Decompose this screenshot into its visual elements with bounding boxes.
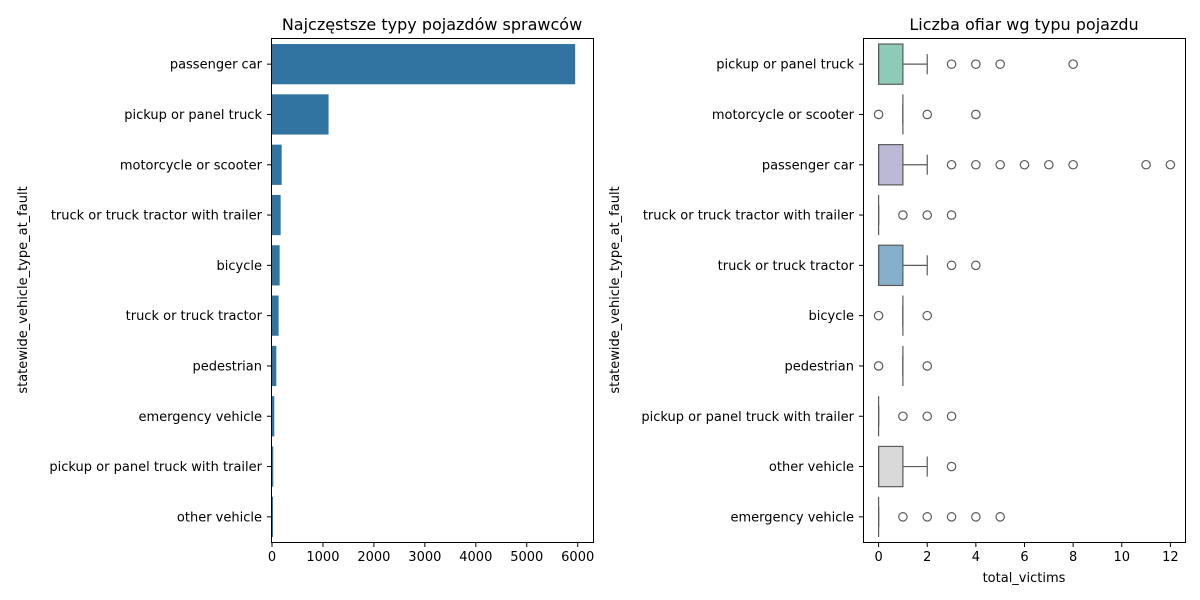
outlier-point	[946, 512, 957, 522]
bar	[272, 396, 275, 437]
category-label: bicycle	[217, 259, 262, 274]
outlier-point	[898, 210, 908, 220]
x-tick-label: 2000	[357, 550, 390, 565]
outlier-point	[922, 411, 933, 422]
outlier-point	[971, 260, 981, 271]
outlier-point	[946, 210, 957, 220]
bar	[272, 446, 274, 487]
outlier-point	[873, 310, 884, 321]
bar	[272, 295, 279, 336]
category-label: pickup or panel truck	[124, 108, 262, 123]
outlier-point	[922, 109, 933, 120]
outlier-point	[971, 109, 981, 120]
category-label: motorcycle or scooter	[712, 108, 855, 123]
boxplot-axes-frame	[863, 38, 1186, 543]
outlier-point	[898, 411, 908, 422]
x-tick-label: 1000	[306, 550, 339, 565]
outlier-point	[946, 461, 957, 472]
x-tick-label: 3000	[408, 550, 441, 565]
outlier-point	[1068, 159, 1078, 170]
bar	[272, 144, 282, 185]
category-label: truck or truck tractor with trailer	[51, 209, 263, 224]
bar	[272, 194, 281, 236]
category-label: truck or truck tractor with trailer	[643, 209, 855, 224]
outlier-point	[898, 512, 908, 522]
outlier-point	[922, 210, 933, 220]
category-label: pedestrian	[192, 359, 262, 374]
outlier-point	[1141, 159, 1151, 170]
box	[877, 445, 904, 488]
outlier-point	[995, 59, 1005, 69]
x-tick-label: 0	[268, 550, 276, 565]
category-label: other vehicle	[769, 460, 854, 475]
outlier-point	[922, 361, 933, 371]
category-label: pedestrian	[784, 359, 854, 374]
category-label: truck or truck tractor	[126, 309, 263, 324]
x-tick-label: 0	[874, 550, 882, 565]
category-label: truck or truck tractor	[718, 259, 855, 274]
outlier-point	[1019, 159, 1030, 170]
outlier-point	[971, 59, 981, 69]
outlier-point	[922, 512, 933, 522]
x-tick-label: 10	[1113, 550, 1130, 565]
outlier-point	[1165, 159, 1176, 170]
category-label: passenger car	[170, 58, 263, 73]
bar-chart-axes-frame	[271, 38, 594, 543]
x-tick-label: 12	[1162, 550, 1179, 565]
category-label: pickup or panel truck	[716, 58, 854, 73]
x-tick-label: 4000	[459, 550, 492, 565]
x-tick-label: 8	[1069, 550, 1077, 565]
outlier-point	[995, 159, 1005, 170]
outlier-point	[946, 411, 957, 422]
category-label: emergency vehicle	[138, 410, 262, 425]
bar	[272, 44, 576, 85]
bar-chart-y-axis-label: statewide_vehicle_type_at_fault	[16, 186, 31, 393]
x-tick-label: 6	[1020, 550, 1028, 565]
outlier-point	[946, 159, 957, 170]
category-label: pickup or panel truck with trailer	[49, 460, 262, 475]
category-label: motorcycle or scooter	[120, 158, 263, 173]
category-label: other vehicle	[177, 510, 262, 525]
outlier-point	[922, 310, 933, 321]
boxplot-title: Liczba ofiar wg typu pojazdu	[909, 15, 1138, 34]
outlier-point	[971, 159, 981, 170]
category-label: emergency vehicle	[730, 510, 854, 525]
bar	[272, 94, 329, 135]
bar	[272, 245, 280, 286]
x-tick-label: 2	[923, 550, 931, 565]
bar-chart-title: Najczęstsze typy pojazdów sprawców	[282, 15, 582, 34]
outlier-point	[971, 512, 981, 522]
box	[877, 144, 904, 186]
category-label: bicycle	[809, 309, 854, 324]
box	[877, 244, 904, 287]
x-tick-label: 6000	[561, 550, 594, 565]
box	[877, 43, 904, 85]
boxplot-x-axis-label: total_victims	[983, 571, 1066, 586]
bar	[272, 345, 277, 387]
outlier-point	[995, 512, 1005, 522]
category-label: pickup or panel truck with trailer	[641, 410, 854, 425]
outlier-point	[946, 260, 957, 271]
x-tick-label: 5000	[510, 550, 543, 565]
category-label: passenger car	[762, 158, 855, 173]
bar-chart-panel: Najczęstsze typy pojazdów sprawców passe…	[16, 15, 594, 565]
outlier-point	[946, 59, 957, 69]
bar	[272, 496, 274, 537]
outlier-point	[1044, 159, 1054, 170]
outlier-point	[1068, 59, 1078, 69]
boxplot-panel: Liczba ofiar wg typu pojazdu pickup or p…	[608, 15, 1186, 586]
outlier-point	[873, 361, 884, 371]
x-tick-label: 4	[972, 550, 980, 565]
outlier-point	[873, 109, 884, 120]
boxplot-y-axis-label: statewide_vehicle_type_at_fault	[608, 186, 623, 393]
